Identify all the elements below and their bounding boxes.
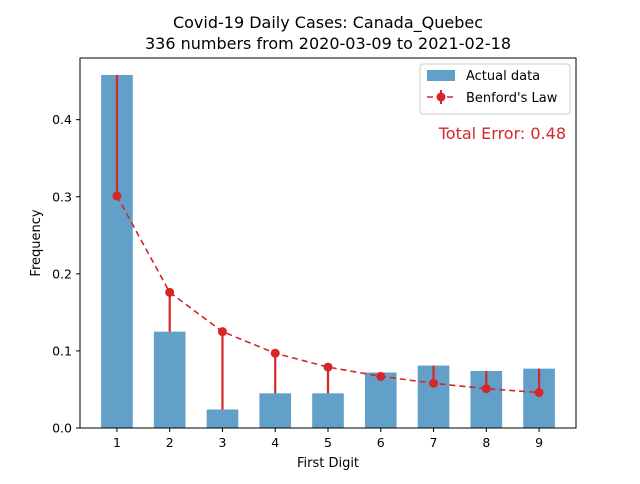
error-bars-group (115, 74, 541, 410)
legend-swatch-actual (427, 70, 455, 81)
total-error-annotation: Total Error: 0.48 (438, 124, 566, 143)
benford-point-digit-3 (217, 327, 227, 337)
bar-digit-3 (206, 409, 239, 428)
benford-line (116, 195, 540, 394)
bar-digit-4 (259, 393, 292, 428)
y-ticks-group: 0.0 0.1 0.2 0.3 0.4 (52, 112, 80, 436)
x-tick-label: 7 (430, 435, 438, 450)
legend-label-actual: Actual data (466, 69, 540, 84)
x-tick-label: 3 (218, 435, 226, 450)
y-tick-label: 0.2 (52, 266, 72, 281)
y-tick-label: 0.0 (52, 421, 72, 436)
y-tick-label: 0.1 (52, 343, 72, 358)
benford-point-digit-2 (165, 287, 175, 297)
benford-point-digit-4 (270, 348, 280, 358)
x-ticks-group: 1 2 3 4 5 6 7 8 9 (113, 428, 543, 450)
x-tick-label: 5 (324, 435, 332, 450)
x-tick-label: 6 (377, 435, 385, 450)
benford-point-digit-9 (534, 388, 544, 398)
benford-point-digit-8 (481, 384, 491, 394)
y-axis-label: Frequency (29, 209, 44, 276)
legend-label-benford: Benford's Law (466, 91, 558, 106)
bar-digit-2 (153, 331, 186, 428)
benford-point-digit-7 (429, 378, 439, 388)
x-tick-label: 8 (482, 435, 490, 450)
bar-digit-6 (364, 372, 397, 428)
x-tick-label: 1 (113, 435, 121, 450)
legend-swatch-benford-marker (436, 92, 446, 102)
legend-box (419, 63, 571, 115)
bar-digit-5 (312, 393, 344, 428)
benford-points-group (112, 191, 544, 398)
benford-point-digit-5 (323, 362, 333, 372)
x-tick-label: 4 (271, 435, 279, 450)
chart-title: Covid-19 Daily Cases: Canada_Quebec (173, 13, 483, 33)
legend: Actual data Benford's Law (419, 63, 571, 115)
benford-point-digit-1 (112, 191, 122, 201)
y-tick-label: 0.4 (52, 112, 72, 127)
y-tick-label: 0.3 (52, 189, 72, 204)
x-tick-label: 2 (166, 435, 174, 450)
benford-point-digit-6 (376, 371, 386, 381)
x-tick-label: 9 (535, 435, 543, 450)
x-axis-label: First Digit (297, 456, 359, 471)
chart-subtitle: 336 numbers from 2020-03-09 to 2021-02-1… (145, 34, 511, 53)
